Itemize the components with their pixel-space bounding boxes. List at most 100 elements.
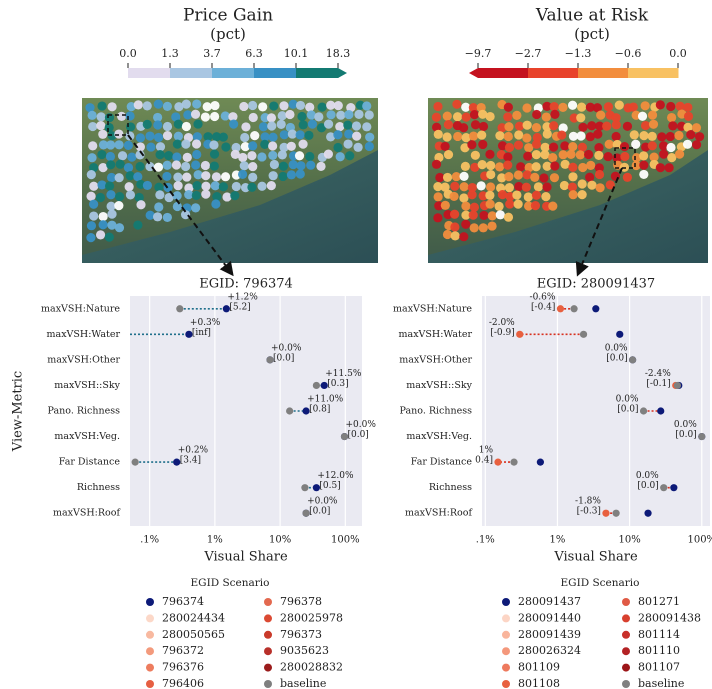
- data-point: [613, 510, 620, 517]
- map-dot: [257, 182, 266, 191]
- map-dot: [124, 163, 133, 172]
- legend-label: baseline: [638, 677, 684, 689]
- map-dot: [477, 130, 486, 139]
- map-dot: [522, 183, 531, 192]
- legend-label: 280026324: [518, 644, 581, 657]
- legend-label: 801108: [518, 677, 560, 689]
- ratio-label: [0.0]: [273, 353, 294, 363]
- map-dot: [595, 170, 604, 179]
- data-point: [176, 305, 183, 312]
- map-dot: [665, 163, 674, 172]
- legend-marker: [264, 631, 272, 639]
- map-dot: [558, 103, 567, 112]
- map-dot: [316, 162, 325, 171]
- legend-marker: [502, 647, 510, 655]
- map-dot: [539, 173, 548, 182]
- map-dot: [604, 102, 613, 111]
- map-dot: [449, 192, 458, 201]
- map-dot: [296, 161, 305, 170]
- map-dot: [210, 112, 219, 121]
- colorbar-extend: [338, 68, 347, 78]
- map-dot: [440, 142, 449, 151]
- colorbar-tick-label: 0.0: [669, 47, 687, 60]
- x-tick-label: .1%: [476, 535, 495, 546]
- map-dot: [314, 112, 323, 121]
- ratio-label: [0.0]: [617, 405, 638, 415]
- map-dot: [667, 113, 676, 122]
- map-dot: [505, 199, 514, 208]
- map-dot: [478, 160, 487, 169]
- legend-label: 9035623: [280, 644, 329, 657]
- ratio-label: [0.0]: [309, 507, 330, 517]
- change-label: +0.2%: [178, 446, 209, 456]
- map-dot: [503, 112, 512, 121]
- map-dot: [532, 191, 541, 200]
- colorbar-subtitle: (pct): [210, 25, 246, 43]
- colorbar-tick-label: 18.3: [326, 47, 351, 60]
- category-label: maxVSH:Nature: [393, 303, 472, 314]
- map-dot: [666, 102, 675, 111]
- change-label: -2.4%: [645, 369, 671, 379]
- map-dot: [333, 130, 342, 139]
- map-dot: [532, 110, 541, 119]
- map-dot: [308, 120, 317, 129]
- x-tick-label: 10%: [269, 535, 291, 546]
- map-dot: [578, 190, 587, 199]
- map-dot: [277, 120, 286, 129]
- map-dot: [124, 141, 133, 150]
- map-dot: [595, 183, 604, 192]
- map-dot: [324, 150, 333, 159]
- change-label: -1.8%: [575, 497, 601, 507]
- legend-label: 280024434: [162, 611, 225, 624]
- map-dot: [514, 170, 523, 179]
- figure: Price Gain(pct)0.01.33.76.310.118.3Value…: [0, 0, 712, 689]
- map-dot: [548, 202, 557, 211]
- legend-marker: [502, 631, 510, 639]
- map-dot: [477, 181, 486, 190]
- map-dot: [596, 111, 605, 120]
- map-dot: [296, 169, 305, 178]
- map-dot: [240, 161, 249, 170]
- legend-label: baseline: [280, 677, 326, 689]
- map-dot: [154, 202, 163, 211]
- map-dot: [630, 130, 639, 139]
- map-dot: [641, 121, 650, 130]
- map-dot: [135, 162, 144, 171]
- map-dot: [692, 140, 701, 149]
- map-dot: [334, 101, 343, 110]
- map-dot: [469, 211, 478, 220]
- map-dot: [503, 161, 512, 170]
- change-label: +0.0%: [307, 497, 338, 507]
- map-dot: [268, 141, 277, 150]
- change-label: 0.0%: [616, 395, 639, 405]
- data-point: [313, 382, 320, 389]
- legend-marker: [146, 680, 154, 688]
- map-dot: [87, 170, 96, 179]
- map-dot: [106, 160, 115, 169]
- data-point: [132, 459, 139, 466]
- map-dot: [336, 111, 345, 120]
- legend-marker: [146, 631, 154, 639]
- data-point: [660, 484, 667, 491]
- data-point: [557, 305, 564, 312]
- map-dot: [209, 140, 218, 149]
- map-dot: [219, 132, 228, 141]
- map-dot: [136, 200, 145, 209]
- ratio-label: [0.0]: [606, 353, 627, 363]
- map-dot: [162, 172, 171, 181]
- ratio-label: [0.3]: [327, 379, 348, 389]
- map-dot: [156, 142, 165, 151]
- legend-marker: [146, 647, 154, 655]
- map-dot: [629, 102, 638, 111]
- map-dot: [620, 142, 629, 151]
- map-dot: [192, 150, 201, 159]
- map-dot: [512, 190, 521, 199]
- map-dot: [173, 202, 182, 211]
- map-dot: [229, 120, 238, 129]
- map-dot: [495, 162, 504, 171]
- map-dot: [657, 132, 666, 141]
- map-dot: [210, 150, 219, 159]
- map-dot: [287, 142, 296, 151]
- change-label: +11.0%: [307, 395, 344, 405]
- map-dot: [505, 183, 514, 192]
